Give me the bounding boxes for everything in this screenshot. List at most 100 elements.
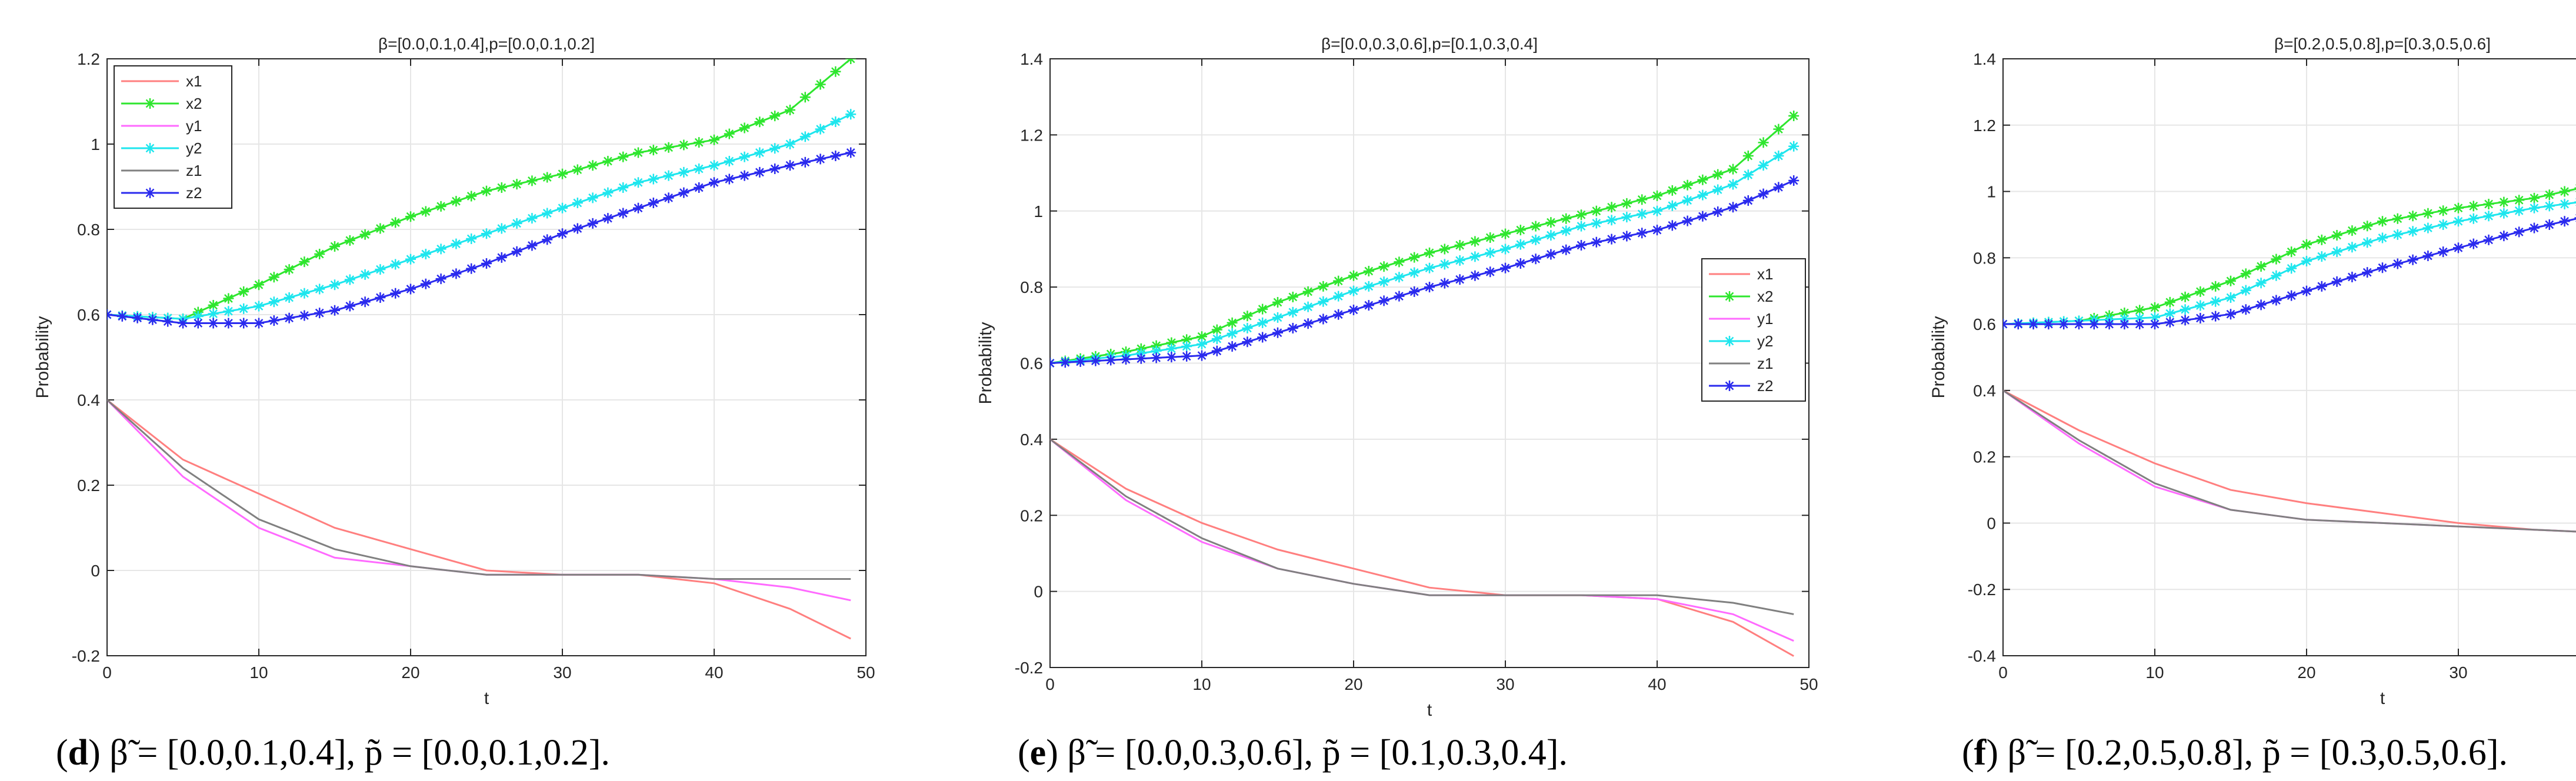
data-point-x2	[2544, 189, 2555, 201]
data-point-y2	[1227, 328, 1238, 339]
data-point-y2	[375, 264, 386, 275]
legend-label-y1: y1	[1757, 310, 1773, 328]
data-point-z2	[329, 305, 340, 316]
y-tick-label: 1	[91, 135, 100, 153]
x-tick-label: 40	[1648, 675, 1666, 693]
data-point-z2	[1424, 282, 1435, 293]
data-point-y2	[1363, 281, 1374, 292]
legend-marker-x2	[145, 98, 155, 109]
x-tick-label: 30	[1496, 675, 1514, 693]
data-point-x2	[2150, 302, 2160, 313]
data-point-y2	[344, 274, 355, 285]
caption-close-paren: )	[1046, 733, 1058, 773]
data-point-x2	[284, 264, 295, 275]
data-point-z2	[420, 278, 431, 289]
data-point-z2	[375, 292, 386, 303]
data-point-x2	[663, 142, 674, 153]
data-point-x2	[2438, 205, 2449, 216]
data-point-x2	[1773, 124, 1784, 135]
x-tick-label: 0	[1045, 675, 1055, 693]
data-point-y2	[2407, 226, 2418, 237]
data-point-z2	[557, 228, 568, 239]
data-point-x2	[754, 116, 765, 128]
data-point-x2	[329, 241, 340, 252]
legend-box	[1701, 258, 1806, 402]
y-axis-label: Probability	[976, 322, 995, 404]
data-point-x2	[678, 139, 689, 151]
series-line-x1	[1050, 438, 1794, 657]
chart-panel-d: 0 10 20 30 40 50-0.200.20.40.60.811.2β=[0.0,0…	[33, 35, 875, 773]
series-line-x1	[107, 399, 851, 640]
data-point-z2	[147, 314, 158, 325]
data-point-x2	[1712, 169, 1724, 180]
data-point-z2	[2195, 312, 2206, 323]
data-point-y2	[2483, 211, 2494, 222]
data-point-z2	[2028, 319, 2039, 330]
data-point-y2	[2225, 292, 2236, 303]
data-point-y2	[2271, 270, 2282, 281]
data-point-z2	[2074, 319, 2084, 330]
data-point-x2	[1151, 340, 1162, 351]
axes-box	[2002, 58, 2576, 656]
data-point-x2	[815, 79, 826, 90]
data-point-z2	[1075, 356, 1086, 367]
data-point-y2	[1758, 160, 1769, 171]
data-point-z2	[2225, 309, 2236, 320]
data-point-y2	[2180, 304, 2191, 315]
data-point-z2	[1121, 354, 1131, 365]
y-tick-label: 0.8	[77, 221, 100, 239]
data-point-z2	[739, 170, 750, 181]
data-point-x2	[1197, 331, 1207, 342]
data-point-z2	[1135, 353, 1147, 364]
x-tick-label: 30	[2449, 663, 2467, 682]
data-point-z2	[2347, 272, 2358, 283]
caption-text: β̃ = [0.2,0.5,0.8], p̃ = [0.3,0.5,0.6].	[1998, 733, 2508, 773]
data-point-x2	[618, 151, 629, 162]
x-tick-label: 50	[857, 663, 875, 682]
data-point-z2	[208, 318, 219, 329]
legend-marker-x2	[1724, 291, 1735, 302]
data-point-y2	[572, 198, 583, 209]
data-point-x2	[572, 164, 583, 175]
data-point-y2	[1135, 348, 1147, 359]
caption-text: β̃ = [0.0,0.3,0.6], p̃ = [0.1,0.3,0.4].	[1058, 733, 1568, 773]
data-point-x2	[694, 137, 705, 148]
data-point-z2	[1181, 351, 1192, 362]
data-point-x2	[2331, 229, 2342, 241]
legend-label-x2: x2	[1757, 288, 1773, 305]
data-point-z2	[526, 240, 538, 251]
data-point-x2	[359, 229, 371, 240]
data-point-z2	[466, 263, 477, 274]
data-point-z2	[2301, 285, 2312, 296]
chart-panel-f: 01020304050-0.4-0.200.20.40.60.811.21.4β…	[1929, 35, 2576, 773]
data-point-x2	[830, 66, 841, 77]
caption-panel-letter: d	[68, 733, 88, 773]
data-point-x2	[2271, 253, 2282, 265]
data-point-z2	[1758, 188, 1769, 199]
data-point-x2	[1561, 213, 1572, 224]
data-point-z2	[314, 308, 325, 319]
data-point-y2	[2150, 312, 2160, 323]
data-point-x2	[2164, 296, 2175, 308]
data-point-x2	[1333, 275, 1344, 286]
data-point-x2	[2483, 198, 2494, 209]
data-point-y2	[754, 147, 765, 158]
data-point-z2	[1621, 231, 1632, 242]
data-point-z2	[2180, 315, 2191, 326]
data-point-x2	[314, 249, 325, 260]
y-tick-label: 0.2	[1973, 448, 1996, 466]
data-point-z2	[845, 147, 857, 158]
data-point-x2	[2180, 291, 2191, 302]
data-point-z2	[2271, 295, 2282, 306]
data-point-y2	[405, 253, 416, 265]
data-point-y2	[1287, 306, 1298, 318]
data-point-y2	[1576, 221, 1587, 232]
data-point-z2	[116, 311, 128, 322]
data-point-y2	[1197, 339, 1207, 350]
data-point-x2	[466, 191, 477, 202]
series-group	[1050, 111, 1799, 657]
data-point-x2	[2347, 225, 2358, 236]
data-point-x2	[1576, 209, 1587, 221]
data-point-y2	[284, 292, 295, 303]
data-point-z2	[1606, 233, 1617, 245]
